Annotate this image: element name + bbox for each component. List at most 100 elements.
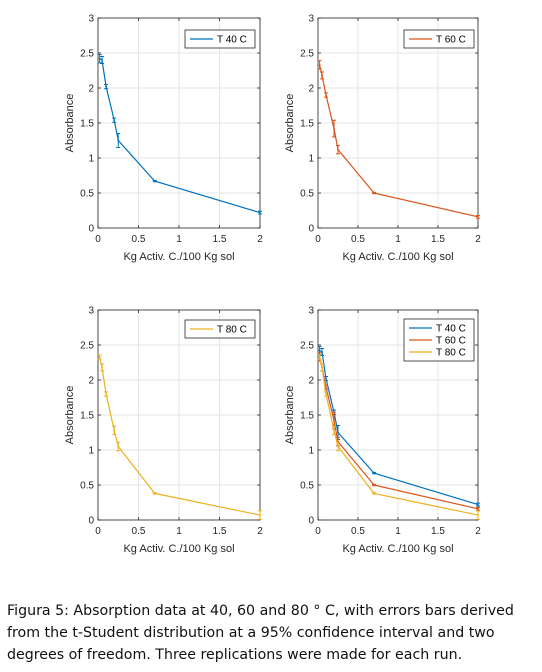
x-tick-label: 0.5 <box>132 526 146 537</box>
data-point <box>101 59 103 61</box>
data-point <box>333 127 335 130</box>
y-tick-label: 1.5 <box>300 119 314 130</box>
data-point <box>117 139 120 142</box>
y-tick-label: 1.5 <box>300 411 314 422</box>
x-tick-label: 0 <box>315 234 321 245</box>
y-tick-label: 3 <box>308 306 314 317</box>
y-tick-label: 0 <box>308 516 314 527</box>
legend: T 80 C <box>184 319 256 339</box>
y-tick-label: 0.5 <box>80 189 94 200</box>
data-point <box>105 85 107 88</box>
data-point <box>337 445 339 448</box>
y-tick-label: 0.5 <box>300 481 314 492</box>
x-tick-label: 1.5 <box>431 526 445 537</box>
legend-label: T 80 C <box>217 325 247 336</box>
chart-panel-1: 0 0.5 1 1.5 2 0 0.5 1 1.5 2 2.5 3 Kg Activ. C./100 K… <box>64 14 263 264</box>
legend-label: T 80 C <box>436 348 466 359</box>
x-tick-label: 2 <box>257 234 263 245</box>
y-tick-label: 1 <box>308 446 314 457</box>
y-tick-label: 3 <box>88 14 94 25</box>
y-axis-label: Absorbance <box>64 94 76 153</box>
y-tick-label: 2 <box>88 376 94 387</box>
y-tick-label: 2 <box>308 84 314 95</box>
y-tick-label: 1.5 <box>80 119 94 130</box>
series-line-1 <box>99 356 261 516</box>
y-tick-label: 2.5 <box>80 341 94 352</box>
legend: T 40 CT 60 CT 80 C <box>403 318 475 362</box>
y-axis-label: Absorbance <box>64 386 76 445</box>
y-tick-label: 2 <box>88 84 94 95</box>
legend-box <box>184 29 256 49</box>
x-tick-label: 0.5 <box>132 234 146 245</box>
x-axis-label: Kg Activ. C./100 Kg sol <box>342 543 453 555</box>
data-point <box>318 356 321 358</box>
data-point <box>477 514 479 516</box>
series-line-1 <box>319 350 479 506</box>
y-tick-label: 3 <box>88 306 94 317</box>
x-tick-label: 1 <box>176 526 182 537</box>
data-point <box>153 180 156 183</box>
data-point <box>113 429 116 432</box>
data-point <box>325 94 327 96</box>
x-tick-label: 0.5 <box>351 526 365 537</box>
chart-panel-3: 0 0.5 1 1.5 2 0 0.5 1 1.5 2 2.5 3 Kg Activ. C./100 K… <box>64 306 263 556</box>
legend-box <box>403 29 475 49</box>
data-point <box>117 445 120 448</box>
data-point <box>373 484 375 486</box>
x-tick-label: 1.5 <box>213 526 227 537</box>
y-axis-label: Absorbance <box>284 386 296 445</box>
x-tick-label: 1 <box>395 526 401 537</box>
y-axis-label: Absorbance <box>284 94 296 153</box>
y-tick-label: 2.5 <box>300 49 314 60</box>
x-tick-label: 0 <box>95 234 101 245</box>
chart-panel-2: 0 0.5 1 1.5 2 0 0.5 1 1.5 2 2.5 3 Kg Activ. C./100 K… <box>284 14 481 264</box>
x-axis-label: Kg Activ. C./100 Kg sol <box>123 251 234 263</box>
series-line-3 <box>319 356 479 516</box>
x-axis-label: Kg Activ. C./100 Kg sol <box>342 251 453 263</box>
y-tick-label: 1 <box>308 154 314 165</box>
data-point <box>373 492 375 495</box>
data-point <box>325 393 327 395</box>
x-tick-label: 0 <box>315 526 321 537</box>
x-tick-label: 1.5 <box>213 234 227 245</box>
y-tick-label: 0.5 <box>300 189 314 200</box>
data-point <box>101 366 103 369</box>
legend-label: T 60 C <box>436 35 466 46</box>
x-tick-label: 1.5 <box>431 234 445 245</box>
chart-panel-4: 0 0.5 1 1.5 2 0 0.5 1 1.5 2 2.5 3 Kg Activ. C./100 K… <box>284 306 481 556</box>
data-point <box>98 356 101 358</box>
data-point <box>333 429 335 432</box>
data-point <box>477 503 479 506</box>
y-tick-label: 2.5 <box>300 341 314 352</box>
data-point <box>325 377 327 380</box>
y-tick-label: 0.5 <box>80 481 94 492</box>
x-tick-label: 2 <box>475 234 481 245</box>
data-point <box>373 192 375 194</box>
legend-label: T 60 C <box>436 336 466 347</box>
legend-label: T 40 C <box>217 35 247 46</box>
data-point <box>318 349 321 352</box>
y-tick-label: 2 <box>308 376 314 387</box>
y-tick-label: 1.5 <box>80 411 94 422</box>
data-point <box>318 64 321 66</box>
data-point <box>259 514 261 516</box>
legend-label: T 40 C <box>436 324 466 335</box>
legend: T 60 C <box>403 29 475 49</box>
x-tick-label: 0.5 <box>351 234 365 245</box>
data-point <box>321 366 323 369</box>
y-tick-label: 1 <box>88 154 94 165</box>
x-tick-label: 2 <box>475 526 481 537</box>
y-tick-label: 2.5 <box>80 49 94 60</box>
x-tick-label: 1 <box>395 234 401 245</box>
figure-caption: Figura 5: Absorption data at 40, 60 and … <box>7 603 514 663</box>
x-tick-label: 1 <box>176 234 182 245</box>
data-point <box>113 119 116 122</box>
data-point <box>333 419 335 422</box>
data-point <box>477 215 479 218</box>
data-point <box>373 472 375 474</box>
data-point <box>98 57 101 60</box>
y-tick-label: 0 <box>308 224 314 235</box>
data-point <box>337 431 339 434</box>
y-tick-label: 0 <box>88 224 94 235</box>
y-tick-label: 0 <box>88 516 94 527</box>
